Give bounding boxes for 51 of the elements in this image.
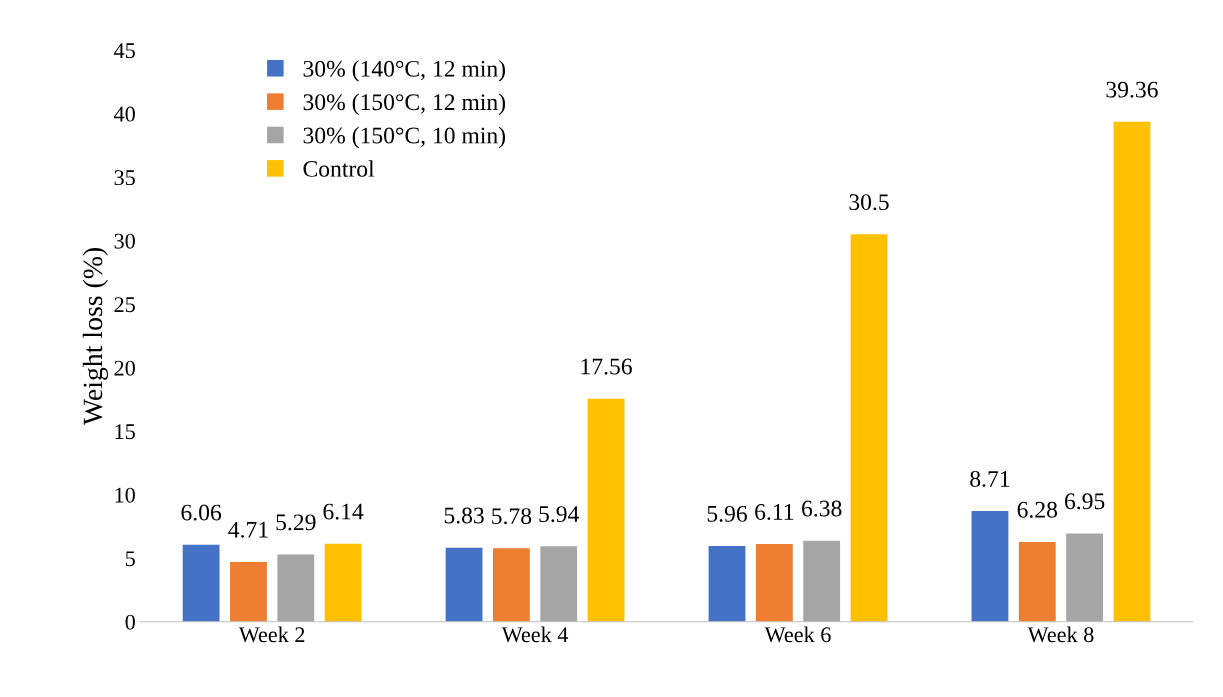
legend-label: Control (303, 160, 375, 177)
y-tick-label: 35 (114, 170, 135, 186)
bar (445, 547, 483, 622)
x-tick-label: Week 8 (1027, 626, 1094, 643)
data-label: 4.71 (228, 521, 268, 538)
data-label: 5.96 (707, 505, 747, 522)
bar (971, 511, 1009, 622)
bar (230, 561, 267, 622)
y-tick-label: 5 (125, 551, 135, 567)
data-label: 6.14 (323, 503, 364, 520)
bar (1066, 533, 1104, 622)
data-label: 6.06 (181, 504, 222, 521)
data-label: 5.78 (492, 508, 532, 525)
x-tick-label: Week 4 (501, 626, 569, 643)
data-label: 5.94 (539, 506, 580, 523)
y-axis-title: Weight loss (%) (82, 248, 109, 426)
y-tick-label: 30 (114, 233, 135, 249)
bar (277, 554, 315, 622)
bar (587, 398, 625, 622)
y-tick-label: 25 (114, 297, 135, 313)
data-label: 5.83 (444, 507, 484, 524)
data-label: 30.5 (849, 194, 889, 211)
bar (755, 544, 793, 622)
data-label: 6.95 (1064, 493, 1105, 510)
bar (1018, 541, 1056, 622)
data-label: 6.11 (755, 504, 794, 520)
y-tick-label: 10 (115, 487, 135, 503)
bar (708, 546, 746, 622)
y-tick-label: 0 (125, 614, 135, 630)
bar (324, 543, 362, 622)
bar (803, 540, 841, 622)
data-label: 6.28 (1017, 501, 1058, 518)
legend-label: 30% (150°C, 12 min) (303, 93, 506, 115)
data-label: 8.71 (970, 470, 1010, 487)
bar (182, 544, 220, 622)
bar (850, 234, 888, 622)
bar (540, 546, 578, 622)
x-tick-label: Week 2 (238, 626, 305, 643)
data-label: 17.56 (581, 358, 632, 375)
x-tick-label: Week 6 (764, 626, 831, 643)
data-label: 6.38 (802, 500, 842, 517)
y-tick-label: 40 (114, 106, 135, 122)
data-label: 39.36 (1106, 81, 1158, 98)
legend-label: 30% (150°C, 10 min) (303, 126, 506, 149)
y-tick-label: 15 (115, 424, 135, 440)
y-tick-label: 20 (114, 360, 135, 376)
bar (1113, 121, 1151, 622)
y-tick-label: 45 (114, 43, 135, 59)
bar (492, 548, 530, 622)
legend-label: 30% (140°C, 12 min) (303, 60, 506, 82)
data-label: 5.29 (276, 514, 316, 531)
